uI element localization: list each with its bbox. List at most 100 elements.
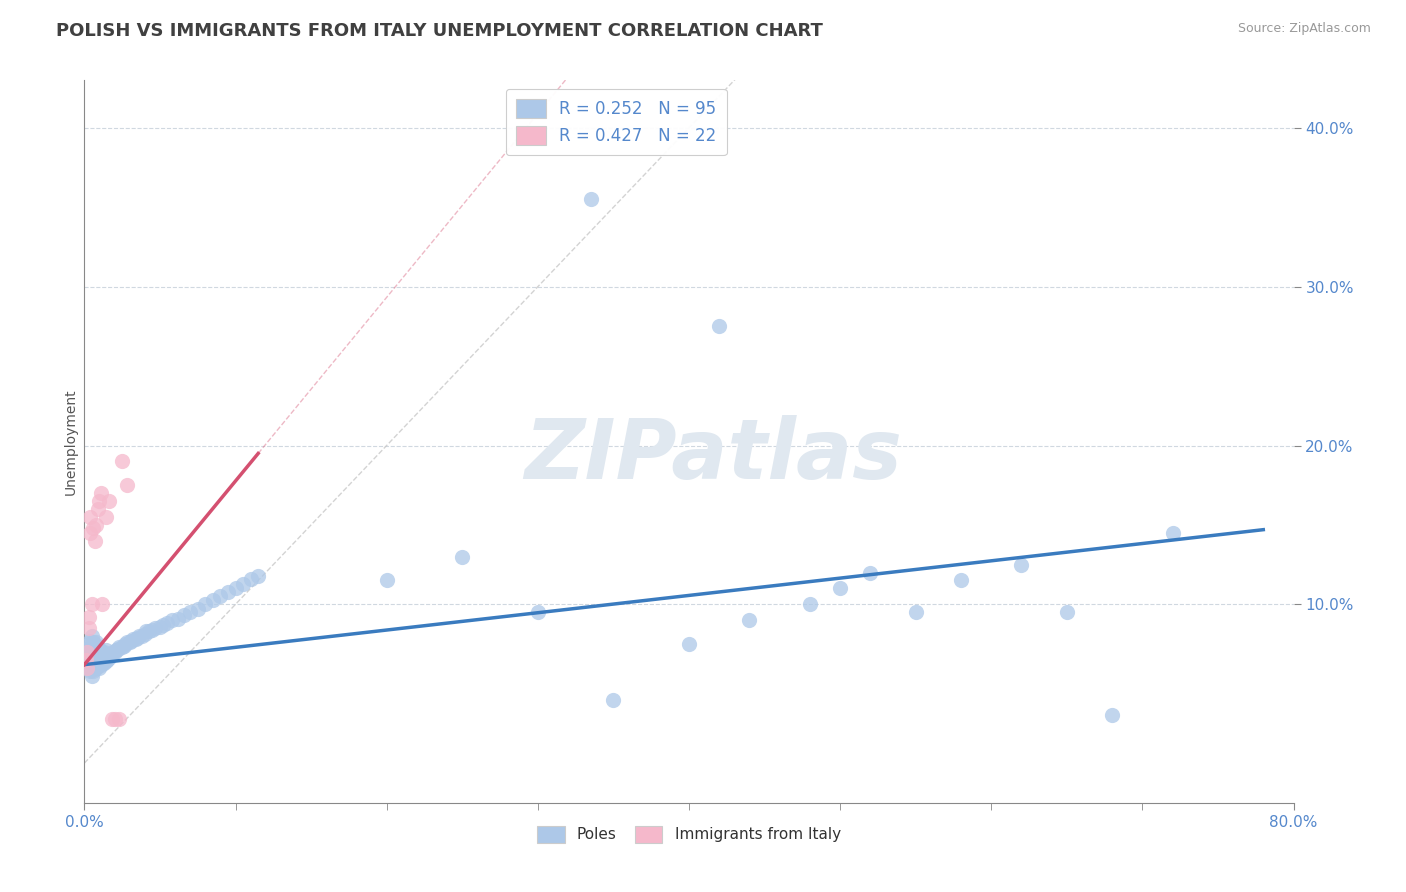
Point xyxy=(121,632,143,647)
Point xyxy=(77,648,100,662)
Point xyxy=(167,611,190,625)
Text: ZIPatlas: ZIPatlas xyxy=(524,416,903,497)
Y-axis label: Unemployment: Unemployment xyxy=(63,388,77,495)
Point xyxy=(82,656,104,670)
Point xyxy=(115,478,138,492)
Point xyxy=(89,494,111,508)
Point xyxy=(118,635,141,649)
Point xyxy=(1101,708,1123,723)
Point xyxy=(602,692,624,706)
Point xyxy=(82,635,104,649)
Point xyxy=(579,193,602,207)
Point xyxy=(135,624,157,639)
Point xyxy=(232,576,254,591)
Point xyxy=(93,656,115,670)
Point xyxy=(1056,605,1078,619)
Point xyxy=(247,568,270,582)
Point xyxy=(87,502,110,516)
Point xyxy=(75,653,97,667)
Point xyxy=(138,624,160,639)
Point xyxy=(108,640,131,655)
Point xyxy=(145,621,167,635)
Point xyxy=(80,657,103,672)
Point xyxy=(108,712,131,726)
Point xyxy=(1011,558,1033,572)
Point xyxy=(97,651,120,665)
Point xyxy=(152,618,174,632)
Point xyxy=(128,629,150,643)
Point xyxy=(149,619,172,633)
Point xyxy=(950,574,973,588)
Point xyxy=(82,521,104,535)
Point xyxy=(84,645,107,659)
Point xyxy=(127,631,149,645)
Point xyxy=(100,712,122,726)
Point xyxy=(859,566,882,580)
Point xyxy=(84,533,107,548)
Point xyxy=(86,645,108,659)
Point xyxy=(451,549,474,564)
Point xyxy=(94,643,117,657)
Point xyxy=(79,653,101,667)
Point xyxy=(239,572,262,586)
Point xyxy=(375,574,398,588)
Point xyxy=(709,319,731,334)
Point xyxy=(160,613,183,627)
Point xyxy=(76,641,98,656)
Point xyxy=(87,657,110,672)
Point xyxy=(76,645,98,659)
Point xyxy=(90,648,112,662)
Point xyxy=(93,645,115,659)
Text: Source: ZipAtlas.com: Source: ZipAtlas.com xyxy=(1237,22,1371,36)
Point xyxy=(84,661,107,675)
Point xyxy=(115,635,138,649)
Point xyxy=(179,605,201,619)
Point xyxy=(76,653,98,667)
Point xyxy=(89,661,111,675)
Point xyxy=(94,510,117,524)
Point xyxy=(80,640,103,655)
Point xyxy=(89,643,111,657)
Point xyxy=(80,629,103,643)
Point xyxy=(90,657,112,672)
Point xyxy=(527,605,550,619)
Point xyxy=(111,454,134,468)
Point xyxy=(84,653,107,667)
Point xyxy=(86,661,108,675)
Point xyxy=(209,590,232,604)
Point xyxy=(94,655,117,669)
Point xyxy=(84,637,107,651)
Point xyxy=(97,494,120,508)
Point xyxy=(91,645,114,659)
Point xyxy=(141,623,163,637)
Point xyxy=(120,633,142,648)
Point xyxy=(80,669,103,683)
Point xyxy=(100,647,122,661)
Point xyxy=(156,616,179,631)
Point xyxy=(82,664,104,678)
Text: POLISH VS IMMIGRANTS FROM ITALY UNEMPLOYMENT CORRELATION CHART: POLISH VS IMMIGRANTS FROM ITALY UNEMPLOY… xyxy=(56,22,823,40)
Point xyxy=(91,597,114,611)
Point xyxy=(77,637,100,651)
Point xyxy=(80,597,103,611)
Point xyxy=(96,653,118,667)
Point xyxy=(79,510,101,524)
Point xyxy=(101,645,124,659)
Point xyxy=(79,664,101,678)
Point xyxy=(131,629,153,643)
Point xyxy=(104,712,127,726)
Point xyxy=(114,637,136,651)
Point xyxy=(87,640,110,655)
Point xyxy=(678,637,700,651)
Point xyxy=(89,653,111,667)
Point xyxy=(173,608,195,623)
Point xyxy=(76,661,98,675)
Point xyxy=(1161,525,1184,540)
Point xyxy=(86,635,108,649)
Point xyxy=(87,648,110,662)
Point xyxy=(77,610,100,624)
Point xyxy=(111,640,134,655)
Point xyxy=(134,627,156,641)
Point xyxy=(79,525,101,540)
Point xyxy=(799,597,821,611)
